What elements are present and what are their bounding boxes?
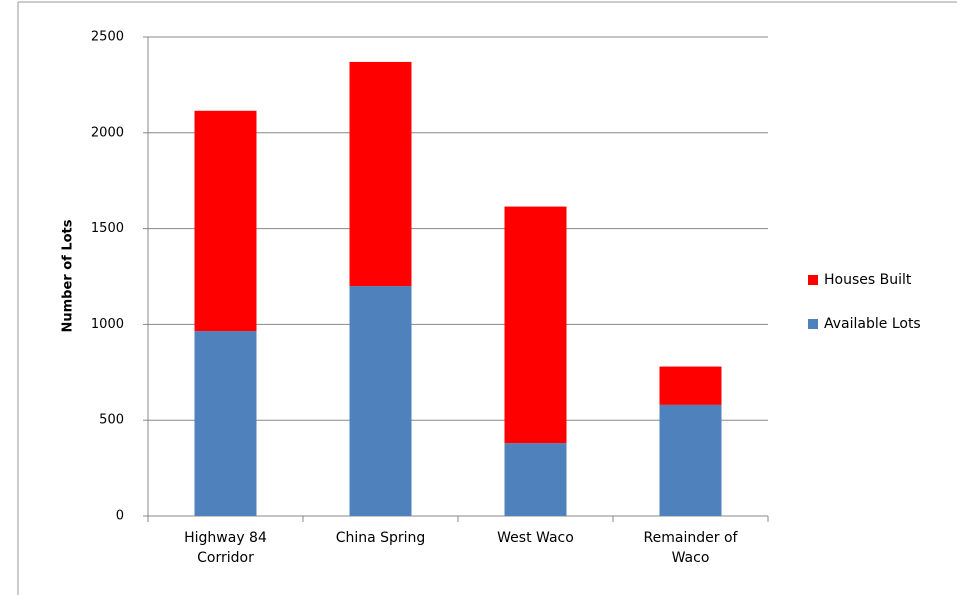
bar-segment xyxy=(194,331,257,516)
x-tick-label: China Spring xyxy=(335,530,426,546)
y-tick-label: 1500 xyxy=(91,221,124,236)
bar-segment xyxy=(504,443,567,516)
bar-segment xyxy=(659,366,722,405)
bar-segment xyxy=(194,110,257,332)
y-tick-label: 2500 xyxy=(91,30,124,45)
y-tick-label: 2000 xyxy=(91,125,124,140)
bar-segment xyxy=(504,206,567,444)
legend-swatch xyxy=(808,319,818,329)
y-tick-label: 500 xyxy=(99,413,124,428)
x-tick-label: Highway 84 Corridor xyxy=(184,530,267,566)
y-tick-label: 0 xyxy=(116,509,124,524)
legend-label: Houses Built xyxy=(824,272,912,288)
legend-label: Available Lots xyxy=(824,316,921,332)
x-tick-label: West Waco xyxy=(497,530,574,546)
x-tick-label: Remainder of Waco xyxy=(643,530,738,566)
bar-segment xyxy=(349,61,412,287)
bar-segment xyxy=(659,404,722,516)
y-axis-title: Number of Lots xyxy=(61,219,76,332)
y-tick-label: 1000 xyxy=(91,317,124,332)
bar-segment xyxy=(349,286,412,516)
legend-swatch xyxy=(808,275,818,285)
